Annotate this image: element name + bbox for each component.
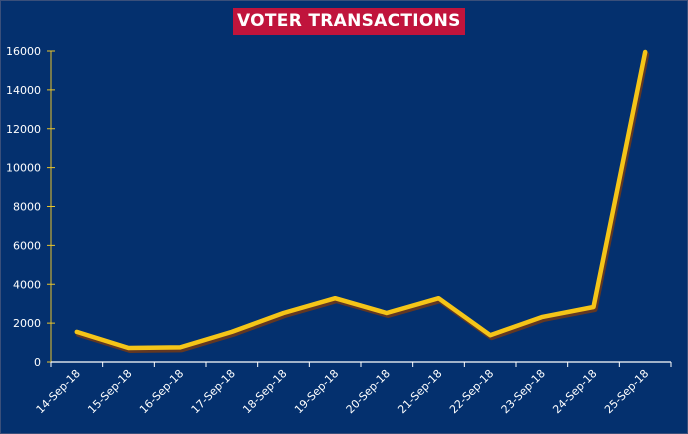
y-axis: 0 2000 4000 6000 8000 10000 12000 14000 16000 <box>6 45 55 369</box>
y-tick-label: 2000 <box>13 317 41 330</box>
y-tick-label: 4000 <box>13 278 41 291</box>
y-tick-label: 6000 <box>13 239 41 252</box>
x-tick-label: 20-Sep-18 <box>344 367 393 416</box>
x-tick-label: 19-Sep-18 <box>292 367 341 416</box>
data-series-line <box>74 49 650 353</box>
x-tick-label: 25-Sep-18 <box>602 367 651 416</box>
x-tick-label: 16-Sep-18 <box>137 367 186 416</box>
x-tick-label: 18-Sep-18 <box>240 367 289 416</box>
y-tick-label: 12000 <box>6 123 41 136</box>
x-tick-label: 24-Sep-18 <box>550 367 599 416</box>
y-tick-label: 8000 <box>13 201 41 214</box>
y-tick-label: 10000 <box>6 162 41 175</box>
x-tick-label: 15-Sep-18 <box>85 367 134 416</box>
x-tick-label: 23-Sep-18 <box>499 367 548 416</box>
x-tick-label: 17-Sep-18 <box>189 367 238 416</box>
chart-title: VOTER TRANSACTIONS <box>233 8 465 35</box>
y-tick-label: 14000 <box>6 84 41 97</box>
x-tick-label: 21-Sep-18 <box>395 367 444 416</box>
x-tick-label: 22-Sep-18 <box>447 367 496 416</box>
x-tick-label: 14-Sep-18 <box>34 367 83 416</box>
y-tick-label: 16000 <box>6 45 41 58</box>
y-tick-label: 0 <box>34 356 41 369</box>
x-axis: 14-Sep-18 15-Sep-18 16-Sep-18 17-Sep-18 18-S… <box>34 361 672 416</box>
